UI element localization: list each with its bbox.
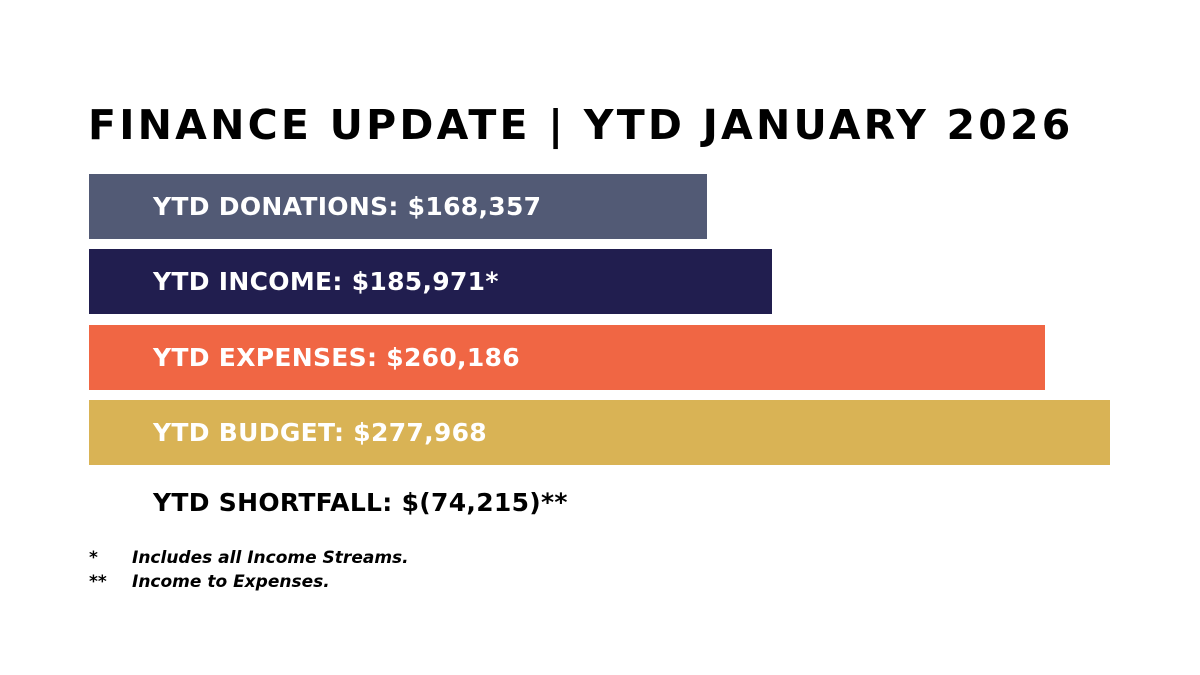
bar-data-label: YTD EXPENSES: $260,186 — [153, 343, 520, 372]
bar-ytd-donations: YTD DONATIONS: $168,357 — [89, 174, 708, 239]
footnote-mark: ** — [89, 572, 107, 592]
footnote-text: Income to Expenses. — [132, 572, 330, 592]
bar-ytd-income: YTD INCOME: $185,971* — [89, 249, 773, 314]
bar-data-label: YTD BUDGET: $277,968 — [153, 418, 487, 447]
bar-data-label: YTD DONATIONS: $168,357 — [153, 192, 542, 221]
footnote-1: * Includes all Income Streams. — [89, 548, 409, 568]
footnote-text: Includes all Income Streams. — [132, 548, 409, 568]
footnote-mark: * — [89, 548, 98, 568]
chart-title: FINANCE UPDATE | YTD JANUARY 2026 — [88, 101, 1074, 149]
bar-ytd-budget: YTD BUDGET: $277,968 — [89, 400, 1110, 465]
bar-ytd-expenses: YTD EXPENSES: $260,186 — [89, 325, 1045, 390]
bar-data-label: YTD INCOME: $185,971* — [153, 267, 499, 296]
shortfall-label: YTD SHORTFALL: $(74,215)** — [153, 488, 568, 517]
footnote-2: ** Income to Expenses. — [89, 572, 330, 592]
